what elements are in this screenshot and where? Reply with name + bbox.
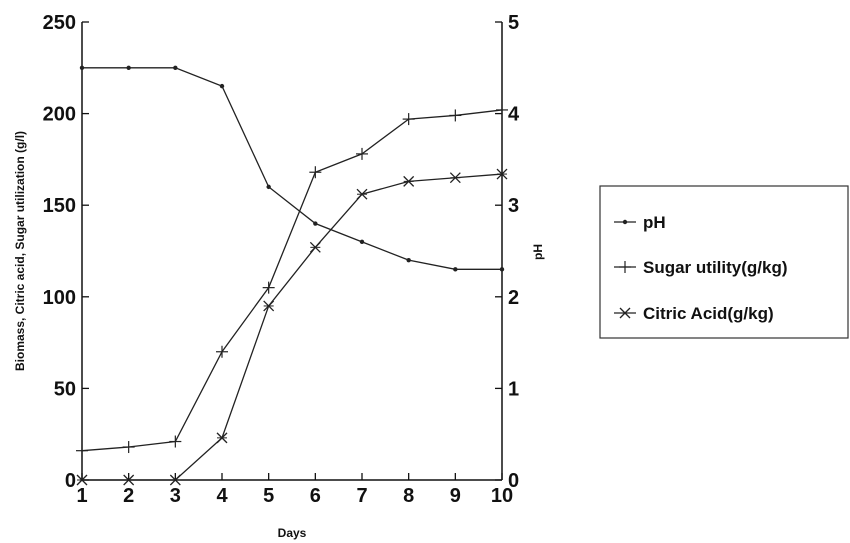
legend: pH Sugar utility(g/kg) Citric Acid(g/kg)	[599, 185, 849, 339]
x-tick-label: 2	[123, 485, 134, 507]
data-point	[266, 184, 271, 190]
x-tick-label: 5	[263, 485, 274, 507]
legend-item: Sugar utility(g/kg)	[614, 258, 788, 277]
y-left-tick-label: 0	[65, 470, 76, 492]
data-point	[402, 113, 415, 126]
y-right-tick-label: 2	[508, 287, 519, 309]
data-point	[356, 147, 368, 160]
data-point	[126, 65, 131, 71]
y-right-tick-label: 0	[508, 470, 519, 492]
x-axis-title: Days	[278, 526, 307, 540]
legend-label: Citric Acid(g/kg)	[643, 304, 774, 323]
marker-dot	[79, 65, 85, 71]
marker-dot	[219, 83, 225, 89]
data-point	[496, 103, 508, 116]
legend-label: pH	[643, 213, 666, 232]
data-point	[496, 168, 508, 180]
data-point	[123, 474, 135, 486]
y-left-tick-label: 50	[54, 378, 76, 400]
data-point	[449, 172, 461, 184]
series-layer	[76, 65, 508, 486]
marker-dot	[499, 267, 505, 272]
legend-box	[599, 185, 849, 339]
x-tick-label: 6	[310, 485, 321, 507]
data-point	[76, 444, 88, 457]
data-point	[309, 241, 321, 253]
legend-item: Citric Acid(g/kg)	[614, 304, 774, 323]
data-point	[356, 188, 368, 200]
legend-marker	[619, 261, 631, 273]
data-point	[79, 65, 85, 71]
y-left-tick-label: 250	[43, 12, 76, 34]
y-right-tick-label: 4	[508, 104, 520, 126]
marker-dot	[126, 65, 131, 71]
marker-dot	[313, 221, 318, 226]
y-left-tick-label: 150	[43, 195, 76, 217]
data-point	[216, 432, 228, 444]
series-1	[76, 103, 508, 457]
data-point	[406, 257, 411, 263]
x-tick-label: 9	[450, 485, 461, 507]
y-right-tick-label: 1	[508, 378, 519, 400]
marker-dot	[173, 65, 178, 71]
data-point	[359, 239, 365, 245]
data-point	[263, 300, 275, 312]
legend-marker	[619, 307, 631, 319]
legend-marker	[622, 219, 628, 225]
marker-dot	[406, 257, 411, 263]
x-tick-label: 8	[403, 485, 414, 507]
x-tick-label: 7	[356, 485, 367, 507]
y-right-tick-label: 5	[508, 12, 519, 34]
y-left-tick-label: 200	[43, 104, 76, 126]
marker-dot	[622, 219, 628, 225]
data-point	[173, 65, 178, 71]
y-axis-right-title: pH	[531, 244, 545, 260]
data-point	[76, 474, 88, 486]
data-point	[262, 281, 275, 294]
series-2	[76, 168, 508, 486]
x-tick-label: 10	[491, 485, 513, 507]
data-point	[499, 267, 505, 272]
data-point	[449, 109, 462, 122]
legend-item: pH	[614, 213, 666, 232]
x-tick-label: 1	[76, 485, 87, 507]
data-point	[403, 175, 415, 187]
data-point	[216, 345, 228, 358]
y-axis-left-title: Biomass, Citric acid, Sugar utilization …	[13, 131, 27, 371]
marker-dot	[266, 184, 271, 190]
data-point	[122, 441, 135, 454]
data-point	[169, 474, 181, 486]
data-point	[169, 435, 182, 448]
data-point	[453, 267, 458, 272]
marker-dot	[359, 239, 365, 245]
y-right-tick-label: 3	[508, 195, 519, 217]
x-tick-label: 4	[216, 485, 228, 507]
x-tick-label: 3	[170, 485, 181, 507]
series-line	[81, 109, 503, 452]
data-point	[313, 221, 318, 226]
marker-dot	[453, 267, 458, 272]
data-point	[219, 83, 225, 89]
y-left-tick-label: 100	[43, 287, 76, 309]
series-0	[79, 65, 505, 272]
legend-label: Sugar utility(g/kg)	[643, 258, 788, 277]
data-point	[309, 166, 322, 179]
series-line	[82, 67, 502, 270]
series-line	[82, 173, 503, 481]
